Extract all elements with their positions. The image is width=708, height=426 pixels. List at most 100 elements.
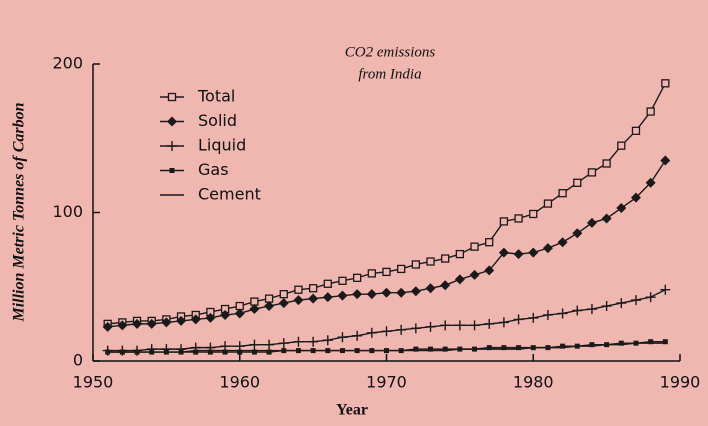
- data-point: [513, 249, 524, 260]
- data-point: [102, 321, 113, 332]
- data-point: [616, 298, 627, 309]
- data-point: [616, 203, 627, 214]
- data-point: [589, 342, 595, 348]
- data-point: [469, 269, 480, 280]
- data-point: [601, 213, 612, 224]
- data-point: [645, 292, 656, 303]
- data-point: [117, 320, 128, 331]
- data-point: [308, 336, 319, 347]
- data-point: [190, 314, 201, 325]
- data-point: [249, 339, 260, 350]
- data-point: [396, 287, 407, 298]
- data-point: [366, 289, 377, 300]
- data-point: [207, 349, 213, 355]
- data-point: [662, 339, 668, 345]
- data-point: [337, 290, 348, 301]
- y-tick-label: 100: [52, 202, 83, 221]
- data-point: [572, 305, 583, 316]
- data-point: [146, 318, 157, 329]
- data-point: [586, 304, 597, 315]
- data-point: [630, 295, 641, 306]
- data-point: [381, 326, 392, 337]
- data-point: [617, 141, 626, 150]
- data-point: [413, 346, 419, 352]
- data-point: [442, 346, 448, 352]
- data-point: [234, 341, 245, 352]
- data-point: [161, 317, 172, 328]
- data-point: [661, 79, 670, 88]
- data-point: [220, 341, 231, 352]
- data-point: [501, 345, 507, 351]
- data-point: [367, 269, 376, 278]
- data-point: [193, 349, 199, 355]
- x-tick-label: 1960: [219, 373, 260, 392]
- data-point: [222, 349, 228, 355]
- data-point: [294, 285, 303, 294]
- data-point: [425, 321, 436, 332]
- data-point: [410, 323, 421, 334]
- data-point: [486, 345, 492, 351]
- series-line: [107, 342, 666, 353]
- y-tick-label: 200: [52, 54, 83, 73]
- data-point: [499, 217, 509, 226]
- data-point: [410, 286, 421, 297]
- data-point: [573, 178, 582, 187]
- data-point: [322, 335, 333, 346]
- legend-label: Gas: [198, 160, 229, 179]
- data-point: [514, 214, 523, 223]
- data-point: [557, 237, 568, 248]
- data-point: [454, 320, 465, 331]
- data-point: [237, 349, 243, 355]
- data-point: [572, 228, 583, 239]
- data-point: [205, 312, 216, 323]
- data-point: [513, 314, 524, 325]
- legend-marker: [167, 116, 177, 127]
- data-point: [411, 260, 421, 269]
- data-point: [338, 276, 347, 285]
- data-point: [455, 249, 465, 259]
- x-tick-label: 1980: [513, 373, 554, 392]
- legend-label: Total: [197, 87, 235, 106]
- y-axis-label: Million Metric Tonnes of Carbon: [11, 102, 28, 322]
- data-point: [558, 189, 567, 198]
- data-point: [397, 264, 406, 274]
- data-point: [645, 177, 656, 188]
- data-point: [266, 349, 272, 355]
- data-point: [352, 330, 363, 341]
- chart-subtitle: from India: [358, 66, 421, 82]
- data-point: [382, 267, 391, 277]
- data-point: [264, 339, 275, 350]
- data-point: [322, 292, 333, 303]
- legend-label: Solid: [198, 111, 237, 130]
- data-point: [251, 349, 257, 355]
- data-point: [323, 279, 332, 288]
- data-point: [602, 159, 611, 168]
- data-point: [543, 199, 553, 208]
- data-point: [352, 289, 363, 300]
- data-point: [132, 318, 143, 329]
- legend-marker: [167, 92, 177, 102]
- x-tick-label: 1970: [366, 373, 407, 392]
- data-point: [646, 107, 655, 116]
- data-point: [587, 168, 597, 177]
- data-point: [484, 265, 495, 276]
- data-point: [293, 336, 304, 347]
- data-point: [470, 242, 479, 251]
- legend-marker: [167, 141, 177, 151]
- legend-label: Liquid: [198, 136, 246, 155]
- data-point: [381, 287, 392, 298]
- data-point: [366, 327, 377, 338]
- data-point: [234, 308, 245, 319]
- data-point: [426, 257, 435, 266]
- data-point: [308, 284, 318, 293]
- data-point: [498, 317, 509, 328]
- data-point: [630, 192, 641, 203]
- x-axis-label: Year: [336, 402, 368, 419]
- data-point: [279, 290, 288, 299]
- data-point: [428, 346, 434, 352]
- data-point: [648, 339, 654, 345]
- data-point: [176, 315, 187, 326]
- legend-marker: [169, 168, 175, 173]
